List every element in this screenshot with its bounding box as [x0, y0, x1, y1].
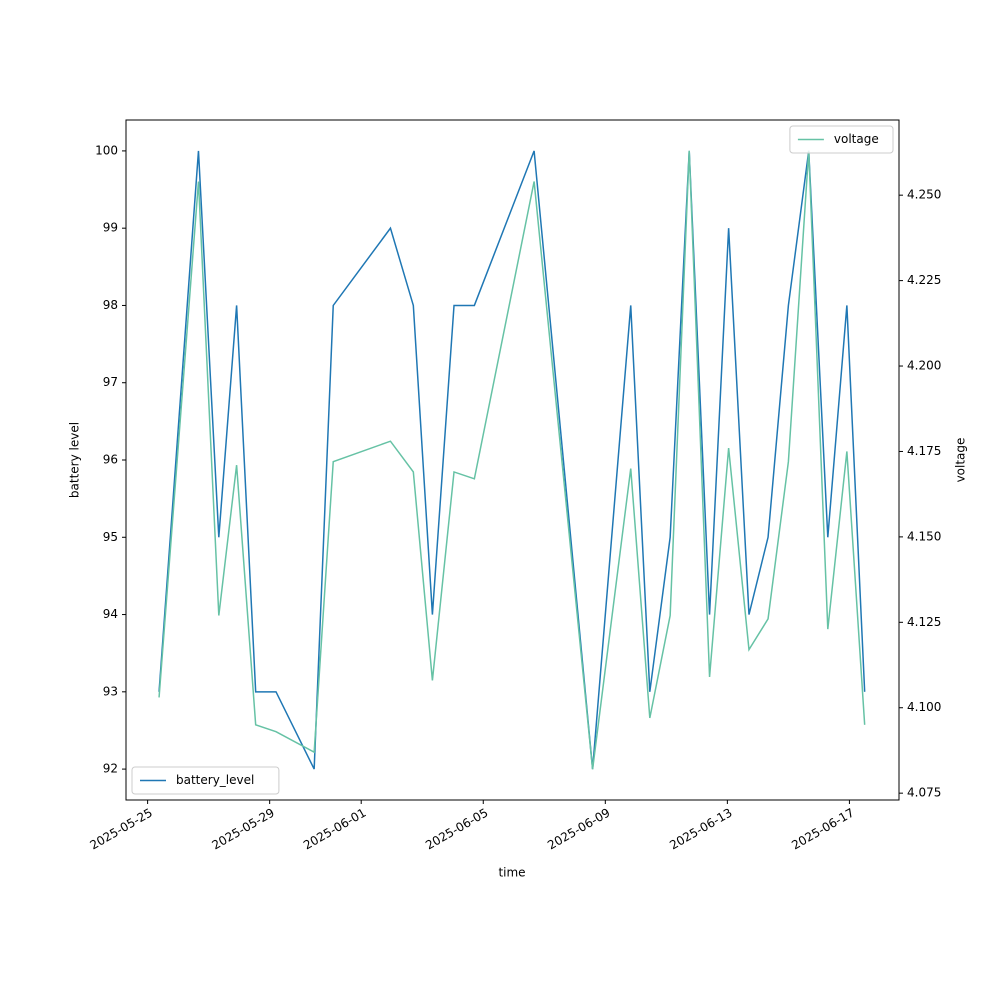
y-axis-label: battery level [68, 422, 82, 498]
y2-tick-label: 4.075 [907, 786, 941, 800]
y-tick-label: 92 [103, 762, 118, 776]
y-tick-label: 99 [103, 221, 118, 235]
legend-label: voltage [834, 132, 879, 146]
legend-label: battery_level [176, 773, 254, 787]
data-line [158, 150, 866, 770]
y-tick-label: 100 [95, 143, 118, 157]
legend-box [131, 766, 280, 795]
y-tick-label: 95 [103, 530, 118, 544]
y-tick-label: 96 [103, 453, 118, 467]
y2-tick-label: 4.200 [907, 359, 941, 373]
y2-tick-label: 4.175 [907, 444, 941, 458]
legend-box [789, 125, 894, 154]
y2-tick-label: 4.225 [907, 273, 941, 287]
y2-tick-label: 4.100 [907, 700, 941, 714]
y2-tick-label: 4.150 [907, 529, 941, 543]
y-tick-label: 98 [103, 298, 118, 312]
y2-axis-label: voltage [954, 438, 968, 483]
y-tick-label: 94 [103, 607, 118, 621]
y-tick-label: 93 [103, 684, 118, 698]
y-tick-label: 97 [103, 375, 118, 389]
y2-tick-label: 4.250 [907, 188, 941, 202]
data-line [158, 150, 866, 770]
y2-tick-label: 4.125 [907, 615, 941, 629]
x-axis-label: time [498, 866, 525, 880]
